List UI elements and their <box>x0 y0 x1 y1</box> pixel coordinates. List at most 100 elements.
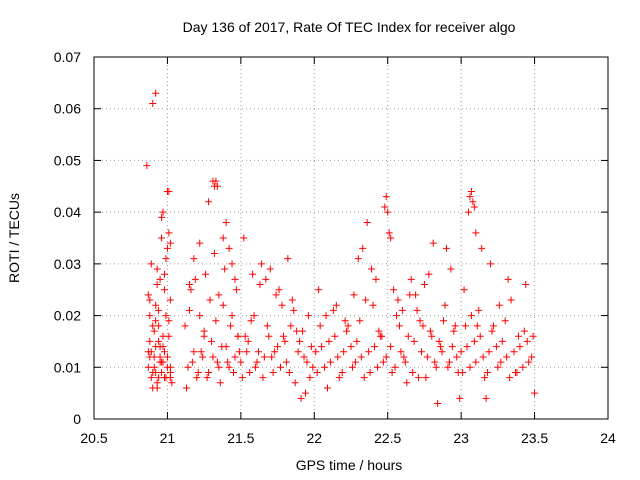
data-point <box>150 363 158 371</box>
data-point <box>299 327 307 335</box>
data-point <box>228 260 236 268</box>
data-point <box>165 229 173 237</box>
data-point <box>168 379 176 387</box>
data-point <box>166 239 174 247</box>
data-point <box>158 234 166 242</box>
data-point <box>498 337 506 345</box>
data-point <box>457 348 465 356</box>
x-tick-label: 21 <box>160 430 176 446</box>
data-point <box>403 379 411 387</box>
data-point <box>384 208 392 216</box>
data-point <box>525 358 533 366</box>
data-point <box>246 368 254 376</box>
data-point <box>307 343 315 351</box>
data-point <box>469 198 477 206</box>
data-point <box>144 363 152 371</box>
data-point <box>419 322 427 330</box>
data-point <box>237 358 245 366</box>
y-tick-label: 0.01 <box>54 359 81 375</box>
data-point <box>381 203 389 211</box>
data-point <box>316 322 324 330</box>
data-point <box>181 322 189 330</box>
data-point <box>150 353 158 361</box>
data-point <box>463 343 471 351</box>
data-point <box>162 312 170 320</box>
data-point <box>519 363 527 371</box>
data-point <box>193 374 201 382</box>
data-point <box>312 348 320 356</box>
data-point <box>249 270 257 278</box>
x-tick-label: 21.5 <box>227 430 254 446</box>
data-point <box>412 291 420 299</box>
data-point <box>425 270 433 278</box>
data-point <box>434 399 442 407</box>
data-point <box>335 374 343 382</box>
data-point <box>362 296 370 304</box>
data-point <box>225 244 233 252</box>
data-point <box>390 286 398 294</box>
data-point <box>296 337 304 345</box>
data-point <box>387 234 395 242</box>
data-point <box>523 337 531 345</box>
data-point <box>284 255 292 263</box>
data-point <box>196 312 204 320</box>
x-tick-label: 22.5 <box>374 430 401 446</box>
data-point <box>250 312 258 320</box>
data-point <box>451 322 459 330</box>
data-point <box>165 317 173 325</box>
data-point <box>185 306 193 314</box>
data-point <box>304 312 312 320</box>
data-point <box>343 327 351 335</box>
data-point <box>423 353 431 361</box>
data-point <box>528 353 536 361</box>
data-point <box>231 275 239 283</box>
data-point <box>382 353 390 361</box>
data-point <box>144 291 152 299</box>
x-tick-label: 20.5 <box>80 430 107 446</box>
data-point <box>338 368 346 376</box>
data-point <box>513 368 521 376</box>
data-point <box>219 234 227 242</box>
data-point <box>244 337 252 345</box>
data-point <box>321 363 329 371</box>
data-point <box>466 193 474 201</box>
data-point <box>227 322 235 330</box>
data-point <box>376 332 384 340</box>
data-point <box>494 363 502 371</box>
data-point <box>152 317 160 325</box>
data-point <box>475 306 483 314</box>
y-axis-ticks: 0 0.01 0.02 0.03 0.04 0.05 0.06 0.07 <box>54 49 608 427</box>
data-point <box>372 275 380 283</box>
data-point <box>379 358 387 366</box>
data-point <box>426 327 434 335</box>
data-point <box>432 363 440 371</box>
data-point <box>166 374 174 382</box>
data-point <box>435 337 443 345</box>
data-point <box>429 239 437 247</box>
data-point <box>183 384 191 392</box>
data-points <box>143 89 539 407</box>
data-point <box>291 379 299 387</box>
data-point <box>531 389 539 397</box>
data-point <box>416 317 424 325</box>
data-point <box>456 394 464 402</box>
data-point <box>398 306 406 314</box>
data-point <box>155 337 163 345</box>
data-point <box>150 327 158 335</box>
data-point <box>190 255 198 263</box>
data-point <box>489 322 497 330</box>
data-point <box>394 296 402 304</box>
data-point <box>373 363 381 371</box>
data-point <box>199 353 207 361</box>
data-point <box>166 296 174 304</box>
data-point <box>221 265 229 273</box>
data-point <box>191 275 199 283</box>
data-point <box>260 353 268 361</box>
data-point <box>415 374 423 382</box>
data-point <box>228 312 236 320</box>
data-point <box>185 281 193 289</box>
data-point <box>165 332 173 340</box>
data-point <box>318 343 326 351</box>
data-point <box>438 348 446 356</box>
